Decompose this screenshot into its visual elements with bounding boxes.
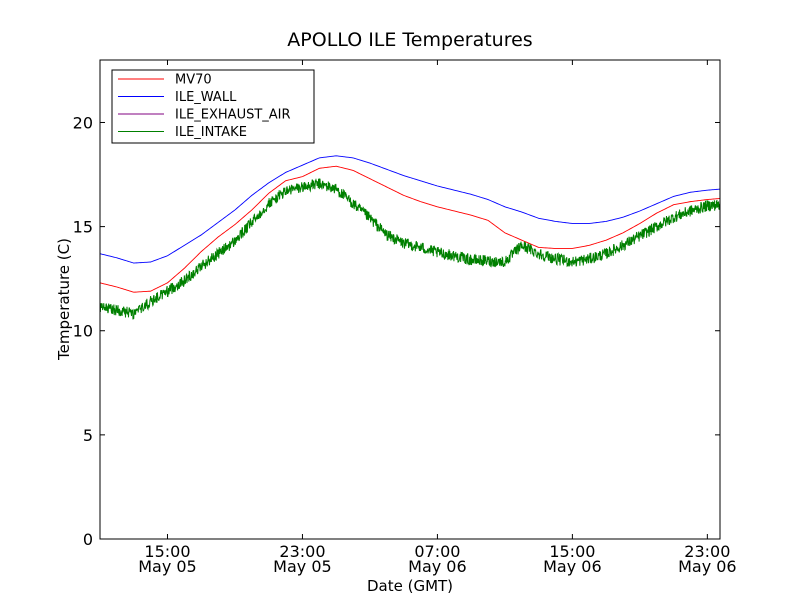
- legend-label: MV70: [175, 73, 212, 88]
- legend-label: ILE_EXHAUST_AIR: [175, 108, 291, 123]
- series-line-ile-wall: [99, 155, 721, 264]
- y-tick-label: 0: [83, 530, 93, 549]
- x-tick-label-date: May 05: [138, 557, 197, 576]
- x-tick-label-date: May 06: [678, 557, 737, 576]
- plot-area-frame: [99, 59, 721, 540]
- y-axis-title: Temperature (C): [55, 238, 73, 361]
- legend-label: ILE_WALL: [175, 90, 237, 105]
- x-tick-label-time: 07:00: [414, 542, 460, 561]
- y-tick-label: 20: [73, 113, 93, 132]
- series-line-mv70: [99, 165, 721, 293]
- x-tick-label-time: 15:00: [549, 542, 595, 561]
- y-tick-label: 10: [73, 322, 93, 341]
- y-tick-label: 15: [73, 218, 93, 237]
- legend-label: ILE_INTAKE: [175, 125, 247, 140]
- chart-title: APOLLO ILE Temperatures: [287, 29, 532, 51]
- x-tick-label-date: May 06: [543, 557, 602, 576]
- legend: MV70 ILE_WALL ILE_EXHAUST_AIR ILE_INTAKE: [111, 69, 315, 144]
- x-tick-label-time: 23:00: [684, 542, 730, 561]
- legend-box: [111, 69, 315, 144]
- x-tick-label-date: May 06: [408, 557, 467, 576]
- series-line-ile-intake: [99, 178, 721, 320]
- y-tick-label: 5: [83, 426, 93, 445]
- x-tick-label-time: 15:00: [144, 542, 190, 561]
- x-tick-label-time: 23:00: [279, 542, 325, 561]
- x-tick-label-date: May 05: [273, 557, 332, 576]
- x-axis-title: Date (GMT): [367, 577, 453, 595]
- series-layer: [99, 155, 721, 320]
